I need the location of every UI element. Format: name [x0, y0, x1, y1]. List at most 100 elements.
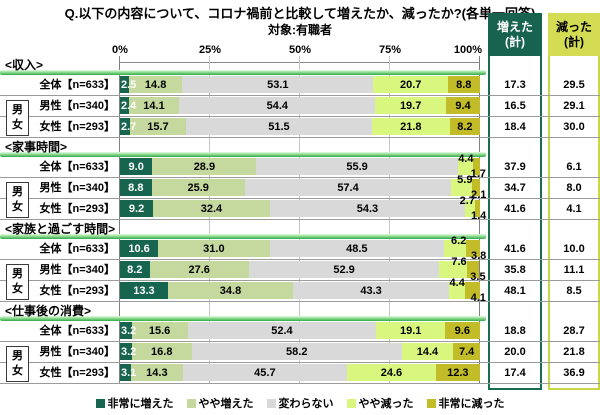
gender-box-male: 男 — [12, 185, 23, 198]
gridline — [389, 56, 390, 384]
data-row: 男性【n=340】 8.8 25.9 57.4 5.9 2.1 34.7 8.0 — [0, 174, 600, 201]
segment-value: 55.9 — [346, 160, 368, 173]
increased-total-value: 17.4 — [504, 367, 526, 379]
bar-segment-3: 21.8 — [371, 118, 451, 135]
legend-item: やや増えた — [186, 395, 254, 411]
legend-label: 非常に減った — [438, 398, 505, 410]
legend-swatch — [346, 398, 356, 408]
decreased-total-value: 8.0 — [566, 182, 582, 194]
data-row: 全体【n=633】 10.6 31.0 48.5 6.2 3.8 41.6 10.0 — [0, 235, 600, 262]
category-rows: 全体【n=633】 10.6 31.0 48.5 6.2 3.8 41.6 10.0 男… — [0, 235, 600, 304]
row-label: 女性【n=293】 — [39, 203, 116, 215]
decreased-total-header: 減った (計) — [548, 13, 600, 56]
bar-segment-2: 51.5 — [186, 118, 372, 135]
bar-segment-4: 3.8 — [466, 240, 486, 262]
bar-segment-1: 14.8 — [129, 76, 183, 93]
column-gap — [480, 363, 488, 383]
bar-segment-1: 31.0 — [158, 240, 270, 257]
segment-value: 53.1 — [267, 78, 289, 91]
bar-segment-0: 3.1 — [120, 364, 136, 381]
axis-tick-label: 75% — [378, 44, 402, 56]
bar-segment-3: 20.7 — [373, 76, 448, 93]
stacked-bar: 8.8 25.9 57.4 5.9 2.1 — [120, 174, 486, 201]
segment-value: 7.6 — [451, 256, 467, 268]
bar-segment-0: 8.8 — [120, 179, 152, 196]
bar-segment-2: 57.4 — [244, 179, 452, 196]
increased-total-cell: 41.6 — [488, 199, 542, 219]
increased-column-segment — [488, 302, 542, 321]
stacked-bar: 3.2 16.8 58.2 14.4 7.4 — [120, 343, 480, 360]
segment-value: 13.3 — [133, 284, 155, 297]
legend-label: やや増えた — [198, 398, 254, 410]
gridline — [209, 56, 210, 384]
increased-total-value: 35.8 — [504, 264, 526, 276]
segment-value: 7.4 — [458, 345, 475, 358]
bar-segment-1: 32.4 — [153, 200, 270, 217]
column-gap — [480, 117, 488, 137]
segment-value: 12.3 — [447, 366, 469, 379]
bar-segment-0: 9.2 — [120, 200, 154, 217]
segment-value: 3.1 — [121, 366, 137, 379]
decreased-total-value: 10.0 — [563, 243, 585, 255]
axis-tick-label: 100% — [453, 44, 482, 56]
legend-swatch — [266, 398, 276, 408]
segment-value: 3.2 — [121, 345, 137, 358]
segment-value: 6.2 — [451, 235, 467, 247]
increased-total-cell: 34.7 — [488, 178, 542, 198]
decreased-total-value: 36.9 — [563, 367, 585, 379]
chart-body: <収入> 全体【n=633】 2.5 14.8 53.1 20.7 8.8 17.3 2… — [0, 56, 600, 390]
bar-segment-2: 53.1 — [182, 76, 374, 93]
segment-value: 15.7 — [147, 120, 169, 133]
category-header-row: <仕事後の消費> — [0, 302, 600, 321]
increased-total-cell: 17.3 — [488, 75, 542, 95]
bar-segment-4: 8.8 — [447, 76, 480, 93]
increased-total-cell: 17.4 — [488, 363, 542, 383]
decreased-total-cell: 11.1 — [548, 260, 600, 280]
segment-value: 25.9 — [187, 181, 209, 194]
decreased-total-cell: 6.1 — [548, 157, 600, 177]
stacked-bar: 8.2 27.6 52.9 7.6 3.5 — [120, 256, 486, 283]
segment-value: 8.8 — [128, 181, 144, 194]
bar-segment-1: 34.8 — [167, 282, 294, 299]
bar-segment-0: 10.6 — [120, 240, 159, 257]
increased-total-value: 18.4 — [504, 121, 526, 133]
segment-value: 1.7 — [470, 168, 486, 180]
legend-label: 非常に増えた — [107, 398, 174, 410]
segment-value: 27.6 — [188, 263, 210, 276]
stacked-bar: 3.1 14.3 45.7 24.6 12.3 — [120, 364, 480, 381]
increased-header-line1: 増えた — [496, 19, 533, 34]
bar-segment-3: 4.4 — [457, 153, 474, 175]
segment-value: 14.1 — [143, 99, 165, 112]
category-block: <仕事後の消費> 全体【n=633】 3.2 15.6 52.4 19.1 9.6 18… — [0, 302, 600, 384]
segment-value: 31.0 — [203, 242, 225, 255]
column-gap — [480, 75, 488, 95]
axis-line — [120, 62, 480, 63]
decreased-total-value: 11.1 — [563, 264, 585, 276]
increased-column-end — [488, 384, 542, 390]
segment-value: 1.4 — [470, 210, 487, 222]
decreased-total-value: 4.1 — [566, 203, 582, 215]
stacked-bar: 2.4 14.1 54.4 19.7 9.4 — [120, 97, 480, 114]
decreased-column-segment — [548, 56, 600, 75]
summary-columns-footer — [0, 384, 600, 390]
bar-segment-2: 52.9 — [248, 261, 440, 278]
category-title-wrap: <家族と過ごす時間> — [0, 220, 486, 239]
segment-value: 24.6 — [380, 366, 403, 379]
column-gap — [0, 384, 488, 390]
bar-segment-2: 52.4 — [187, 322, 377, 339]
stacked-bar: 9.0 28.9 55.9 4.4 1.7 — [120, 153, 486, 180]
stacked-bar: 9.2 32.4 54.3 2.7 1.4 — [120, 195, 486, 222]
category-title: <仕事後の消費> — [5, 304, 92, 318]
segment-value: 58.2 — [286, 345, 308, 358]
category-block: <家族と過ごす時間> 全体【n=633】 10.6 31.0 48.5 6.2 3.8 … — [0, 220, 600, 304]
segment-value: 8.2 — [457, 120, 473, 133]
decreased-column-end — [548, 384, 600, 390]
bar-segment-0: 2.7 — [120, 118, 136, 135]
increased-total-value: 34.7 — [504, 182, 526, 194]
segment-value: 8.8 — [456, 78, 472, 91]
segment-value: 2.7 — [121, 120, 137, 133]
category-ribbon — [0, 316, 486, 321]
increased-total-cell: 18.4 — [488, 117, 542, 137]
increased-total-cell: 48.1 — [488, 281, 542, 301]
